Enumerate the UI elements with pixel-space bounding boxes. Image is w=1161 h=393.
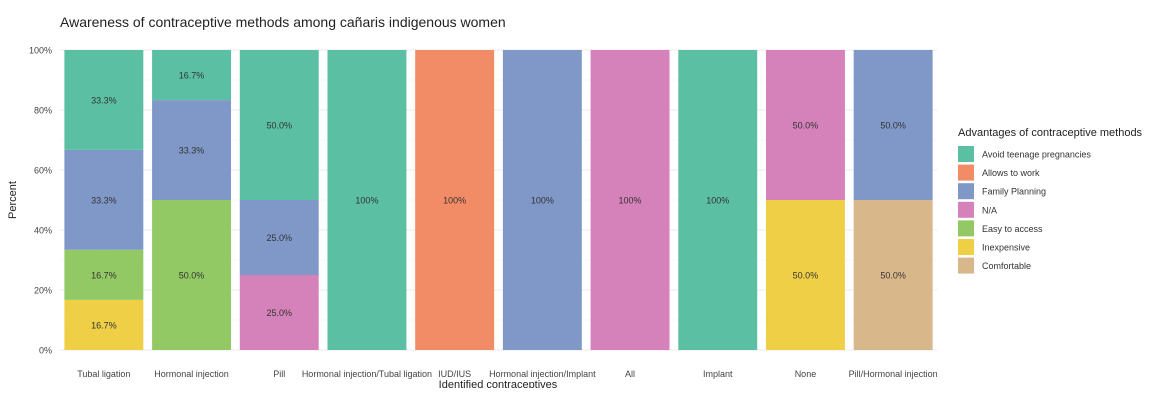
bar-segment	[853, 200, 933, 350]
data-label: 50.0%	[793, 271, 819, 281]
bar-segment	[415, 50, 495, 350]
x-tick-label: None	[795, 369, 817, 379]
legend-swatch	[958, 164, 974, 181]
x-axis: Tubal ligation Hormonal injection Pill Horm…	[77, 369, 937, 379]
chart-title: Awareness of contraceptive methods among…	[60, 14, 506, 30]
data-label: 33.3%	[179, 146, 205, 156]
x-tick-label: Tubal ligation	[77, 369, 130, 379]
bar-segment	[64, 50, 144, 150]
y-tick-label: 0%	[39, 346, 52, 356]
bar-segment	[152, 50, 232, 101]
bars	[64, 50, 933, 350]
data-label: 50.0%	[793, 121, 819, 131]
bar-segment	[239, 50, 319, 200]
bar-segment	[152, 100, 232, 200]
x-axis-title: Identified contraceptives	[439, 379, 558, 388]
data-label: 16.7%	[91, 270, 117, 280]
bar-segment	[239, 200, 319, 275]
data-label: 100%	[619, 196, 642, 206]
y-tick-label: 20%	[34, 286, 52, 296]
bar-segment	[502, 50, 582, 350]
bar-segment	[64, 249, 144, 300]
legend-swatch	[958, 220, 974, 237]
bar-segment	[152, 200, 232, 350]
data-label: 100%	[706, 196, 729, 206]
data-label: 25.0%	[266, 233, 292, 243]
y-tick-label: 80%	[34, 106, 52, 116]
legend-swatch	[958, 201, 974, 218]
y-tick-label: 100%	[29, 46, 52, 56]
x-tick-label: Hormonal injection/Implant	[489, 369, 596, 379]
data-labels: 16.7% 16.7% 33.3% 33.3% 50.0% 33.3% 16.7% 25.0%…	[91, 71, 906, 331]
data-label: 50.0%	[266, 121, 292, 131]
bar-segment	[853, 50, 933, 200]
data-label: 33.3%	[91, 195, 117, 205]
bar-segment	[327, 50, 407, 350]
legend-label: Inexpensive	[982, 243, 1030, 253]
y-axis-title: Percent	[7, 181, 19, 219]
legend-title: Advantages of contraceptive methods	[958, 127, 1143, 139]
bar-segment	[590, 50, 670, 350]
legend-swatch	[958, 257, 974, 274]
data-label: 100%	[443, 196, 466, 206]
legend-swatch	[958, 146, 974, 162]
bar-segment	[678, 50, 758, 350]
legend-label: N/A	[982, 205, 997, 215]
legend-label: Comfortable	[982, 261, 1031, 271]
data-label: 100%	[355, 196, 378, 206]
data-label: 25.0%	[266, 308, 292, 318]
x-tick-label: Implant	[703, 369, 733, 379]
bar-segment	[64, 299, 144, 350]
legend-label: Easy to access	[982, 224, 1043, 234]
data-label: 16.7%	[91, 320, 117, 330]
x-tick-label: IUD/IUS	[438, 369, 471, 379]
x-tick-label: Pill/Hormonal injection	[849, 369, 938, 379]
x-tick-label: Hormonal injection	[154, 369, 229, 379]
bar-segment	[64, 149, 144, 250]
y-axis: 0% 20% 40% 60% 80% 100%	[29, 46, 52, 356]
legend-swatch	[958, 183, 974, 200]
x-tick-label: All	[625, 369, 635, 379]
data-label: 50.0%	[880, 271, 906, 281]
x-tick-label: Pill	[273, 369, 285, 379]
bar-segment	[239, 275, 319, 350]
y-tick-label: 40%	[34, 226, 52, 236]
data-label: 50.0%	[179, 271, 205, 281]
bar-segment	[765, 200, 845, 350]
legend-label: Avoid teenage pregnancies	[982, 150, 1091, 160]
bar-segment	[765, 50, 845, 200]
data-label: 16.7%	[179, 71, 205, 81]
legend-label: Family Planning	[982, 187, 1046, 197]
y-tick-label: 60%	[34, 166, 52, 176]
x-tick-label: Hormonal injection/Tubal ligation	[302, 369, 432, 379]
legend-label: Allows to work	[982, 168, 1040, 178]
legend: Advantages of contraceptive methods Avoi…	[958, 127, 1143, 274]
data-label: 33.3%	[91, 95, 117, 105]
legend-swatch	[958, 239, 974, 255]
data-label: 50.0%	[880, 121, 906, 131]
data-label: 100%	[531, 196, 554, 206]
